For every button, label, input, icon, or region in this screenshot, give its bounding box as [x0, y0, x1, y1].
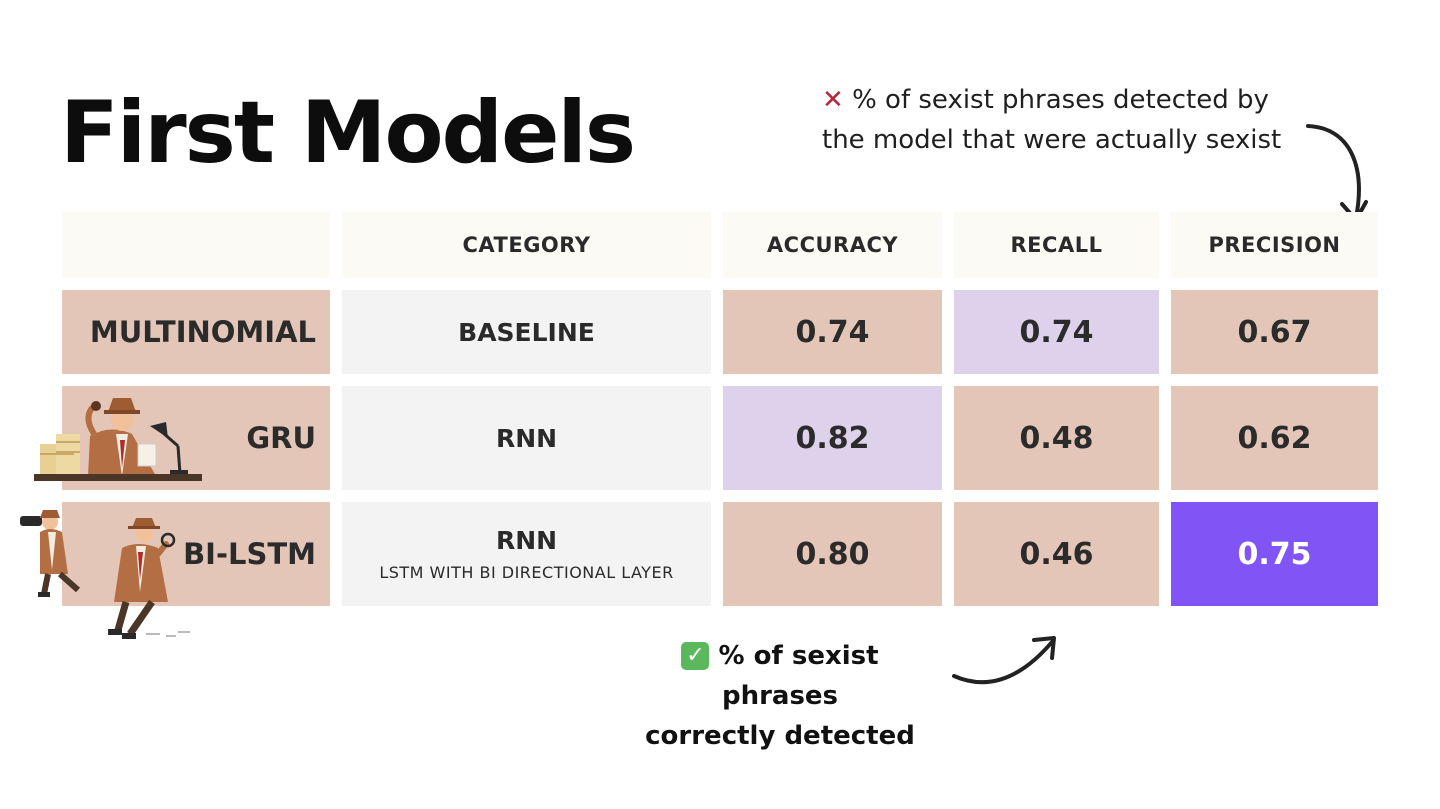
category-cell-gru: RNN: [342, 386, 711, 490]
recall-value-gru: 0.48: [954, 386, 1159, 490]
header-accuracy: ACCURACY: [723, 212, 942, 278]
accuracy-value-bi-lstm: 0.80: [723, 502, 942, 606]
precision-annotation: ✕ % of sexist phrases detected by the mo…: [822, 80, 1322, 160]
recall-value-bi-lstm: 0.46: [954, 502, 1159, 606]
curved-arrow-icon: [952, 636, 1056, 685]
header-blank-cell: [62, 212, 330, 278]
recall-note-line1: % of sexist phrases: [718, 641, 879, 711]
accuracy-value-multinomial: 0.74: [723, 290, 942, 374]
page-title: First Models: [60, 83, 636, 183]
category-cell-bi-lstm: RNN LSTM WITH BI DIRECTIONAL LAYER: [342, 502, 711, 606]
category-label: RNN: [495, 526, 558, 555]
recall-value-multinomial: 0.74: [954, 290, 1159, 374]
category-sublabel: LSTM WITH BI DIRECTIONAL LAYER: [379, 563, 674, 582]
category-cell-multinomial: BASELINE: [342, 290, 711, 374]
header-category: CATEGORY: [342, 212, 711, 278]
precision-value-multinomial: 0.67: [1171, 290, 1378, 374]
precision-value-gru: 0.62: [1171, 386, 1378, 490]
model-name-multinomial: MULTINOMIAL: [62, 290, 330, 374]
detective-desk-illustration: [34, 398, 202, 481]
accuracy-value-gru: 0.82: [723, 386, 942, 490]
check-mark-icon: ✓: [681, 642, 710, 670]
header-recall: RECALL: [954, 212, 1159, 278]
category-label: RNN: [495, 423, 558, 453]
detectives-walking-illustration: [20, 510, 190, 639]
precision-note-line2: the model that were actually sexist: [822, 125, 1282, 155]
x-mark-icon: ✕: [822, 85, 844, 115]
category-label: BASELINE: [458, 317, 595, 347]
recall-note-line2: correctly detected: [645, 721, 915, 751]
recall-annotation: ✓ % of sexist phrases correctly detected: [620, 636, 940, 756]
model-name-bi-lstm: BI-LSTM: [62, 502, 330, 606]
header-precision: PRECISION: [1171, 212, 1378, 278]
precision-note-line1: % of sexist phrases detected by: [852, 85, 1269, 115]
precision-value-bi-lstm: 0.75: [1171, 502, 1378, 606]
